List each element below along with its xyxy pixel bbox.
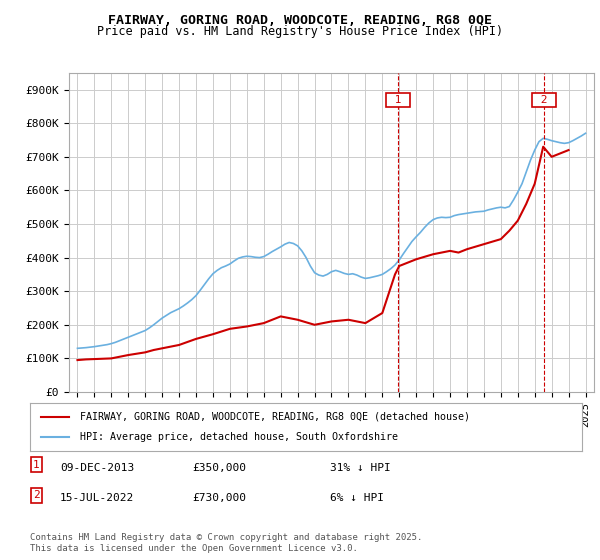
Text: Contains HM Land Registry data © Crown copyright and database right 2025.
This d: Contains HM Land Registry data © Crown c…	[30, 533, 422, 553]
Text: £730,000: £730,000	[192, 493, 246, 503]
Text: 2: 2	[33, 491, 40, 501]
Text: Price paid vs. HM Land Registry's House Price Index (HPI): Price paid vs. HM Land Registry's House …	[97, 25, 503, 38]
Text: £350,000: £350,000	[192, 463, 246, 473]
Text: 09-DEC-2013: 09-DEC-2013	[60, 463, 134, 473]
Text: FAIRWAY, GORING ROAD, WOODCOTE, READING, RG8 0QE: FAIRWAY, GORING ROAD, WOODCOTE, READING,…	[108, 14, 492, 27]
Text: 31% ↓ HPI: 31% ↓ HPI	[330, 463, 391, 473]
Text: 1: 1	[388, 95, 408, 105]
Text: HPI: Average price, detached house, South Oxfordshire: HPI: Average price, detached house, Sout…	[80, 432, 398, 442]
Text: 2: 2	[534, 95, 554, 105]
Text: 6% ↓ HPI: 6% ↓ HPI	[330, 493, 384, 503]
Text: FAIRWAY, GORING ROAD, WOODCOTE, READING, RG8 0QE (detached house): FAIRWAY, GORING ROAD, WOODCOTE, READING,…	[80, 412, 470, 422]
Text: 15-JUL-2022: 15-JUL-2022	[60, 493, 134, 503]
Text: 1: 1	[33, 460, 40, 470]
